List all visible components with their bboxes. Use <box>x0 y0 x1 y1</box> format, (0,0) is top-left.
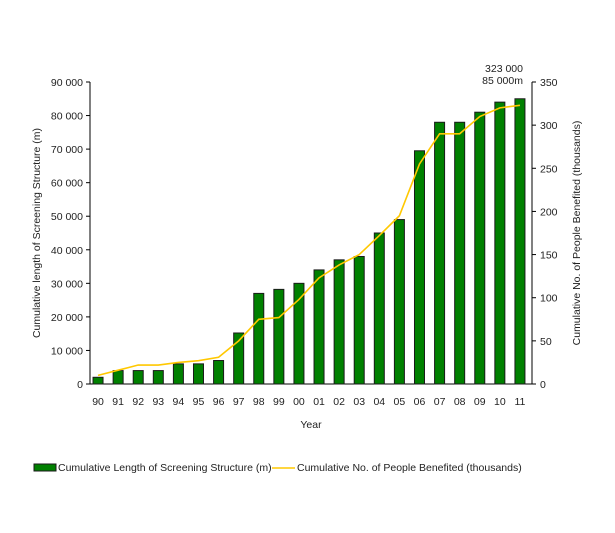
left-tick-label: 70 000 <box>51 144 83 156</box>
bar <box>92 376 104 385</box>
x-tick-label: 03 <box>353 396 365 408</box>
annotation-people: 323 000 <box>485 63 523 75</box>
bar <box>152 370 164 385</box>
right-tick-label: 200 <box>540 206 558 218</box>
bar <box>132 370 144 385</box>
left-tick-label: 80 000 <box>51 111 83 123</box>
x-tick-label: 07 <box>434 396 446 408</box>
bar <box>112 370 124 385</box>
x-tick-label: 96 <box>213 396 225 408</box>
bar <box>293 282 305 385</box>
bar <box>333 259 345 385</box>
x-tick-label: 00 <box>293 396 305 408</box>
x-tick-label: 05 <box>394 396 406 408</box>
x-tick-label: 98 <box>253 396 265 408</box>
bar <box>454 121 466 385</box>
bar <box>353 255 365 385</box>
bar <box>213 360 225 385</box>
legend-bar-swatch <box>33 463 57 472</box>
right-tick-label: 300 <box>540 120 558 132</box>
right-tick-label: 150 <box>540 250 558 262</box>
left-tick-label: 0 <box>77 379 83 391</box>
bar <box>192 363 204 385</box>
left-tick-label: 20 000 <box>51 312 83 324</box>
x-tick-label: 09 <box>474 396 486 408</box>
legend-line-label: Cumulative No. of People Benefited (thou… <box>297 462 522 474</box>
annotation-length: 85 000m <box>482 75 523 87</box>
right-axis-label: Cumulative No. of People Benefited (thou… <box>571 121 583 346</box>
x-tick-label: 10 <box>494 396 506 408</box>
bar <box>434 121 446 385</box>
bar <box>313 269 325 385</box>
x-tick-label: 99 <box>273 396 285 408</box>
x-tick-label: 06 <box>414 396 426 408</box>
bar <box>273 288 285 385</box>
x-tick-label: 97 <box>233 396 245 408</box>
x-tick-label: 02 <box>333 396 345 408</box>
right-tick-label: 50 <box>540 336 552 348</box>
bar <box>172 363 184 385</box>
left-tick-label: 10 000 <box>51 345 83 357</box>
left-tick-label: 30 000 <box>51 278 83 290</box>
x-tick-label: 95 <box>193 396 205 408</box>
left-tick-label: 40 000 <box>51 245 83 257</box>
x-tick-label: 91 <box>112 396 124 408</box>
x-tick-label: 08 <box>454 396 466 408</box>
right-tick-label: 350 <box>540 77 558 89</box>
x-tick-label: 93 <box>152 396 164 408</box>
bar <box>514 98 526 385</box>
left-tick-label: 50 000 <box>51 211 83 223</box>
left-tick-label: 90 000 <box>51 77 83 89</box>
bar <box>233 332 245 385</box>
left-tick-label: 60 000 <box>51 178 83 190</box>
bar <box>413 150 425 385</box>
right-tick-label: 250 <box>540 163 558 175</box>
bar <box>253 292 265 385</box>
x-tick-label: 11 <box>514 396 525 408</box>
x-tick-label: 01 <box>313 396 325 408</box>
bar <box>494 101 506 385</box>
x-tick-label: 92 <box>132 396 144 408</box>
x-tick-label: 90 <box>92 396 104 408</box>
x-tick-label: 94 <box>173 396 185 408</box>
left-axis-label: Cumulative length of Screening Structure… <box>31 128 43 338</box>
bar <box>474 111 486 385</box>
right-tick-label: 0 <box>540 379 546 391</box>
x-tick-label: 04 <box>373 396 385 408</box>
legend-bar-label: Cumulative Length of Screening Structure… <box>58 462 272 474</box>
right-tick-label: 100 <box>540 293 558 305</box>
bar <box>393 219 405 385</box>
x-axis-label: Year <box>300 419 322 431</box>
bar <box>373 232 385 385</box>
people-line <box>97 104 521 377</box>
